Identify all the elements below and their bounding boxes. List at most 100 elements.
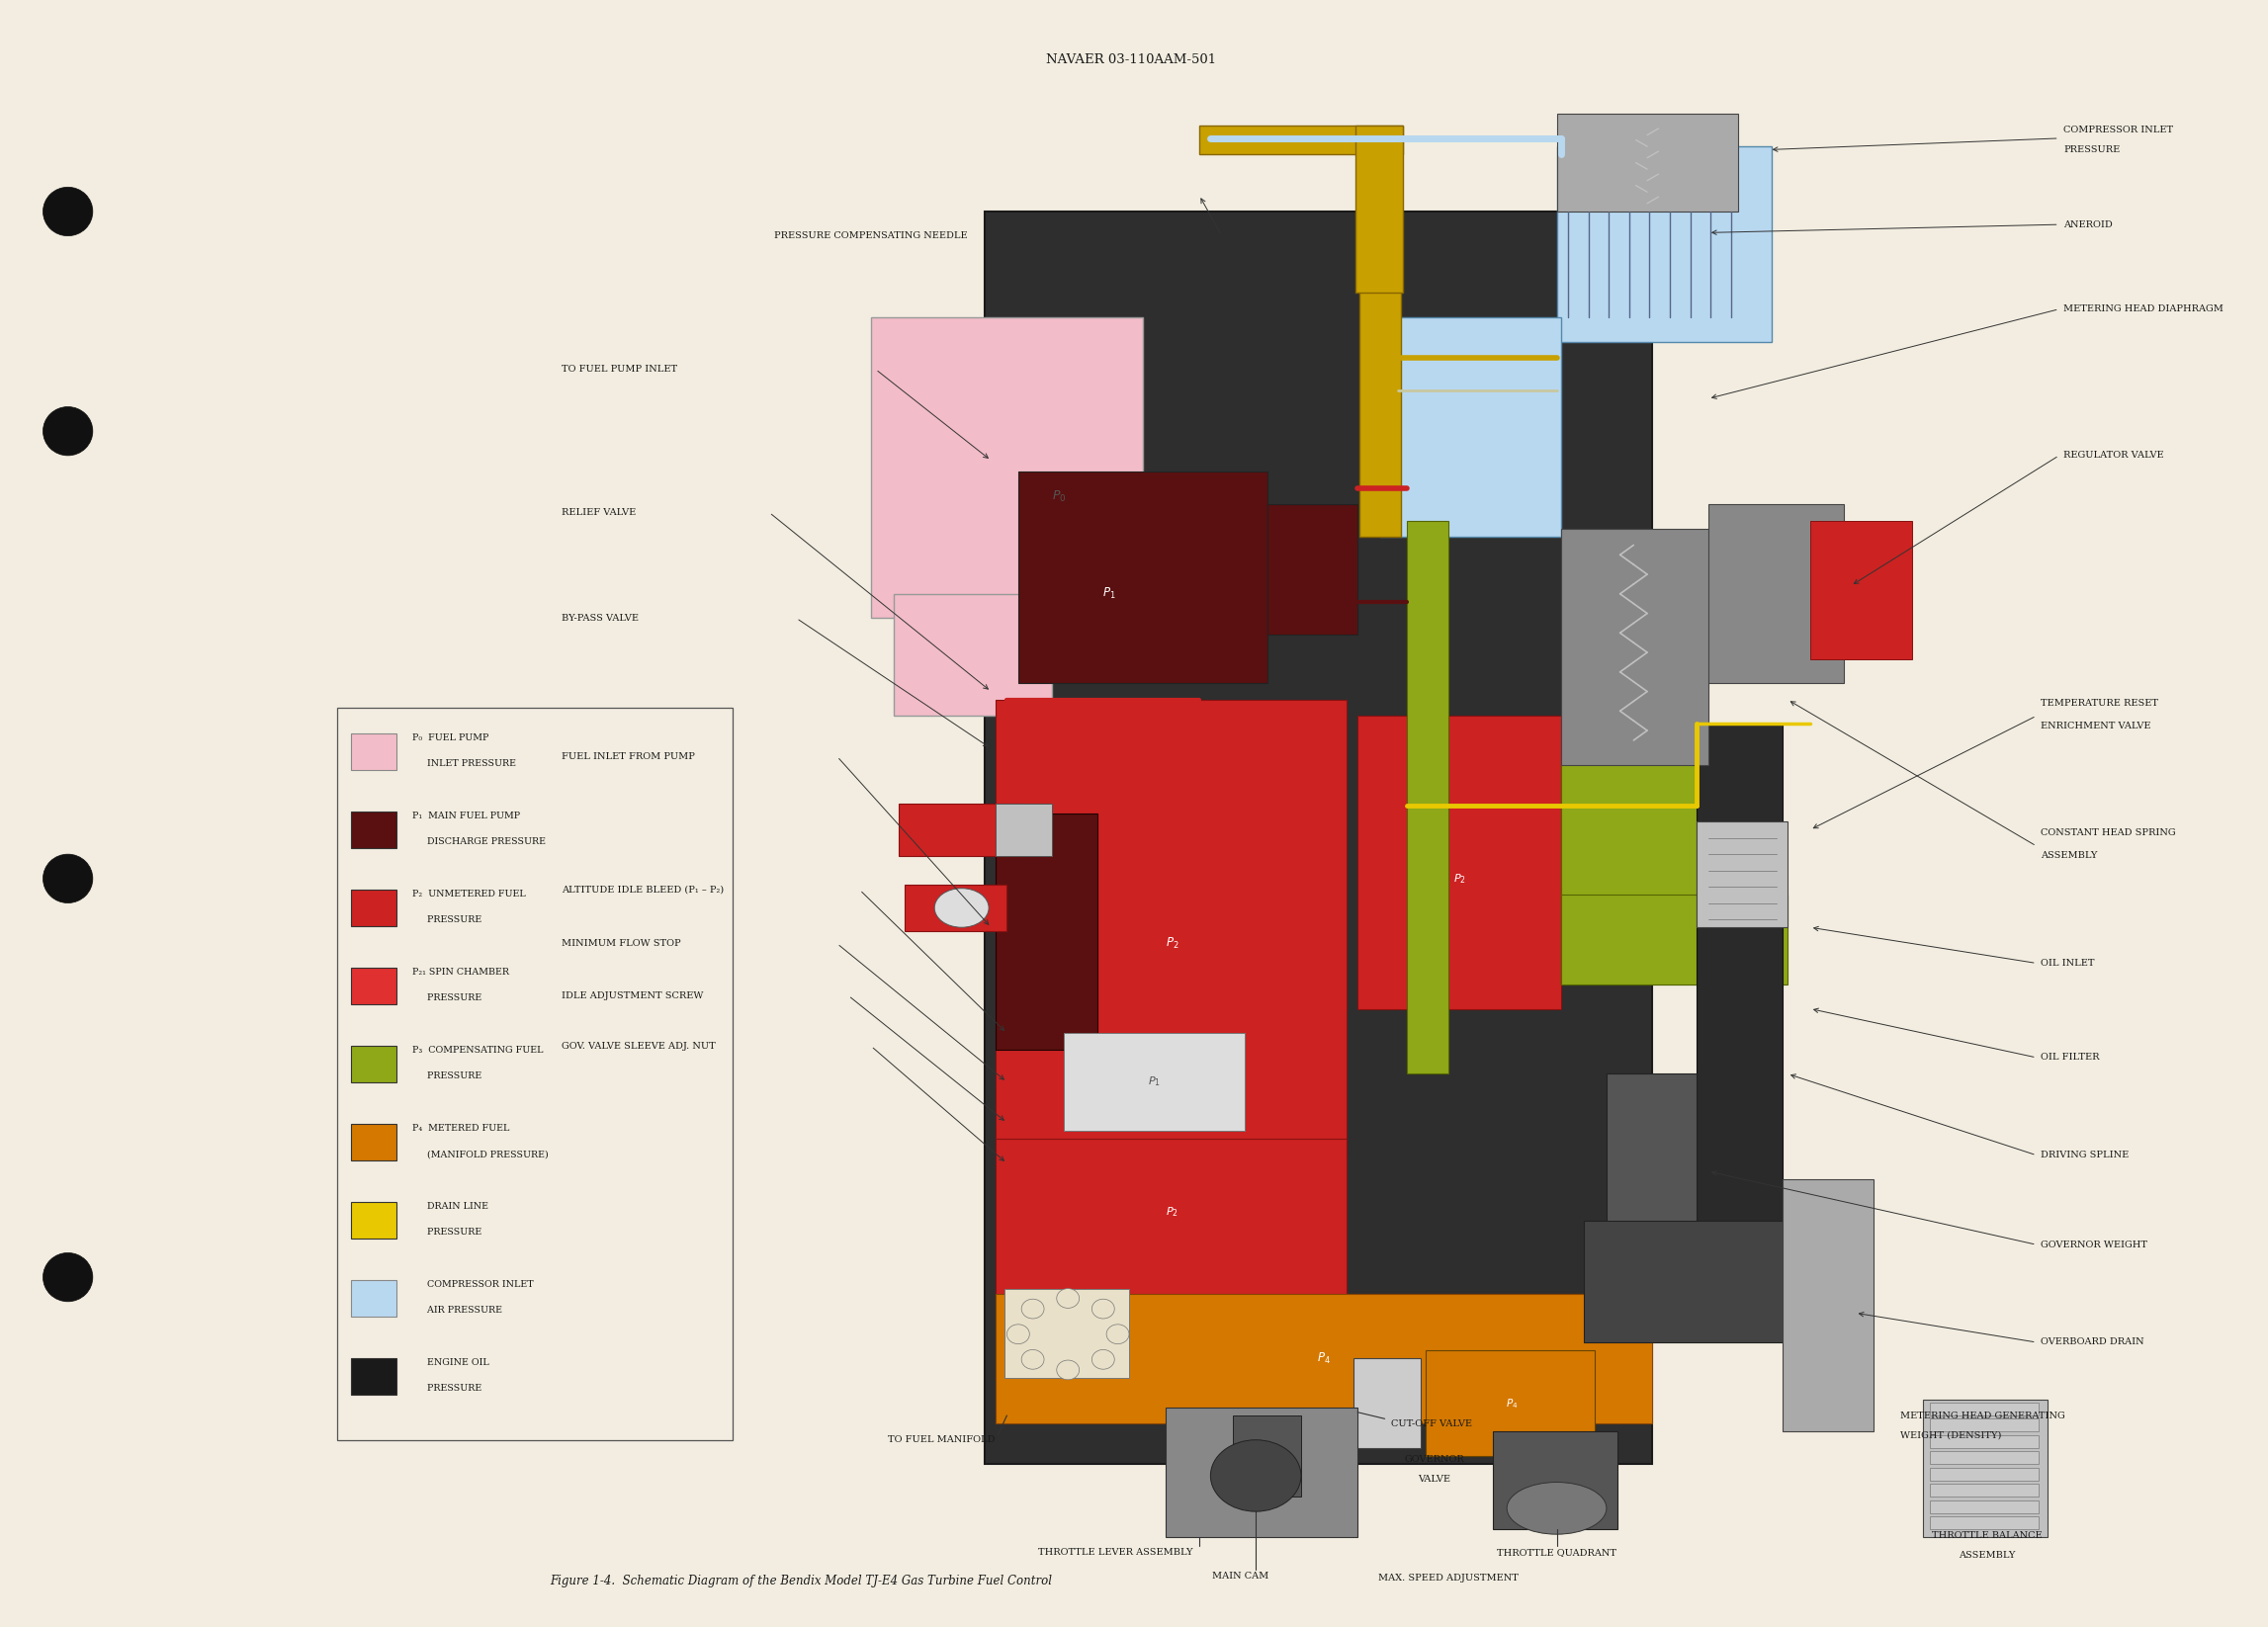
Ellipse shape (1107, 1324, 1129, 1344)
Text: WEIGHT (DENSITY): WEIGHT (DENSITY) (1901, 1430, 2003, 1440)
Bar (338, 708, 733, 1440)
Bar (898, 804, 1023, 856)
Text: THROTTLE BALANCE: THROTTLE BALANCE (1932, 1531, 2041, 1541)
Bar (1200, 125, 1404, 155)
Text: ENRICHMENT VALVE: ENRICHMENT VALVE (2041, 721, 2150, 731)
Text: METERING HEAD DIAPHRAGM: METERING HEAD DIAPHRAGM (2064, 304, 2223, 314)
Text: THROTTLE QUADRANT: THROTTLE QUADRANT (1497, 1547, 1617, 1557)
Bar (1606, 1074, 1696, 1228)
Bar (1492, 1432, 1617, 1529)
Ellipse shape (1057, 1289, 1080, 1308)
Bar (1381, 317, 1560, 537)
Ellipse shape (1091, 1350, 1114, 1370)
Text: THROTTLE LEVER ASSEMBLY: THROTTLE LEVER ASSEMBLY (1039, 1547, 1193, 1557)
Ellipse shape (43, 407, 93, 456)
Bar (352, 1280, 397, 1316)
Text: NAVAER 03-110AAM-501: NAVAER 03-110AAM-501 (1046, 54, 1216, 67)
Bar (1268, 504, 1359, 635)
Bar (1427, 1350, 1594, 1456)
Text: AIR PRESSURE: AIR PRESSURE (413, 1306, 501, 1315)
Text: COMPRESSOR INLET: COMPRESSOR INLET (413, 1280, 533, 1289)
Text: BY-PASS VALVE: BY-PASS VALVE (560, 613, 637, 623)
Text: P₂  UNMETERED FUEL: P₂ UNMETERED FUEL (413, 890, 526, 898)
Text: COMPRESSOR INLET: COMPRESSOR INLET (2064, 125, 2173, 135)
Text: IDLE ADJUSTMENT SCREW: IDLE ADJUSTMENT SCREW (560, 991, 703, 1001)
Bar (1556, 146, 1771, 342)
Bar (1783, 1180, 1873, 1432)
Text: $P_2$: $P_2$ (1454, 872, 1465, 885)
Text: GOVERNOR WEIGHT: GOVERNOR WEIGHT (2041, 1240, 2148, 1250)
Text: $P_2$: $P_2$ (1166, 1206, 1179, 1219)
Text: CUT-OFF VALVE: CUT-OFF VALVE (1393, 1419, 1472, 1429)
Bar (1361, 130, 1402, 537)
Ellipse shape (1091, 1298, 1114, 1318)
Bar (352, 1202, 397, 1238)
Bar (996, 700, 1347, 1155)
Bar (352, 1359, 397, 1394)
Text: DRIVING SPLINE: DRIVING SPLINE (2041, 1150, 2130, 1160)
Bar (1356, 125, 1404, 293)
Bar (1930, 1402, 2039, 1415)
Ellipse shape (1007, 1324, 1030, 1344)
Text: TO FUEL MANIFOLD: TO FUEL MANIFOLD (889, 1435, 996, 1445)
Bar (1005, 1289, 1129, 1378)
Text: CONSTANT HEAD SPRING: CONSTANT HEAD SPRING (2041, 828, 2175, 838)
Text: P₁  MAIN FUEL PUMP: P₁ MAIN FUEL PUMP (413, 812, 519, 820)
Text: FUEL INLET FROM PUMP: FUEL INLET FROM PUMP (560, 752, 694, 761)
Text: MINIMUM FLOW STOP: MINIMUM FLOW STOP (560, 939, 680, 949)
Text: P₂₁ SPIN CHAMBER: P₂₁ SPIN CHAMBER (413, 968, 508, 976)
Text: TEMPERATURE RESET: TEMPERATURE RESET (2041, 698, 2159, 708)
Bar (1560, 757, 1708, 984)
Text: GOV. VALVE SLEEVE ADJ. NUT: GOV. VALVE SLEEVE ADJ. NUT (560, 1041, 714, 1051)
Bar (1930, 1419, 2039, 1432)
Text: OIL FILTER: OIL FILTER (2041, 1053, 2100, 1062)
Bar (1234, 1415, 1302, 1497)
Bar (996, 804, 1052, 856)
Bar (1930, 1451, 2039, 1464)
Bar (894, 594, 1052, 716)
Bar (871, 317, 1143, 618)
Bar (1354, 1359, 1422, 1448)
Text: OVERBOARD DRAIN: OVERBOARD DRAIN (2041, 1337, 2143, 1347)
Text: $P_4$: $P_4$ (1318, 1350, 1331, 1367)
Text: DISCHARGE PRESSURE: DISCHARGE PRESSURE (413, 838, 544, 846)
Text: REGULATOR VALVE: REGULATOR VALVE (2064, 451, 2164, 460)
Bar (996, 814, 1098, 1049)
Bar (352, 890, 397, 926)
Ellipse shape (1021, 1298, 1043, 1318)
Text: GOVERNOR: GOVERNOR (1404, 1455, 1465, 1464)
Ellipse shape (43, 854, 93, 903)
Bar (1359, 716, 1560, 1009)
Text: METERING HEAD GENERATING: METERING HEAD GENERATING (1901, 1411, 2066, 1420)
Ellipse shape (1021, 1350, 1043, 1370)
Text: $P_1$: $P_1$ (1148, 1075, 1161, 1088)
Ellipse shape (1211, 1440, 1302, 1511)
Bar (352, 734, 397, 770)
Text: INLET PRESSURE: INLET PRESSURE (413, 760, 515, 768)
Bar (352, 1046, 397, 1082)
Bar (1408, 521, 1447, 1074)
Text: $P_0$: $P_0$ (1052, 488, 1066, 504)
Bar (984, 212, 1651, 1464)
Bar (1556, 114, 1737, 212)
Text: $P_2$: $P_2$ (1166, 936, 1179, 952)
Bar (996, 1139, 1347, 1302)
Text: PRESSURE: PRESSURE (413, 994, 481, 1002)
Bar (1930, 1435, 2039, 1448)
Bar (352, 812, 397, 848)
Text: OIL INLET: OIL INLET (2041, 958, 2096, 968)
Text: MAIN CAM: MAIN CAM (1211, 1572, 1268, 1581)
Bar (996, 1293, 1651, 1424)
Text: ANEROID: ANEROID (2064, 220, 2114, 229)
Bar (1560, 895, 1787, 984)
Bar (1930, 1516, 2039, 1529)
Bar (1930, 1500, 2039, 1513)
Text: P₀  FUEL PUMP: P₀ FUEL PUMP (413, 734, 488, 742)
Bar (352, 968, 397, 1004)
Text: ASSEMBLY: ASSEMBLY (1957, 1551, 2014, 1560)
Bar (1018, 472, 1268, 683)
Text: (MANIFOLD PRESSURE): (MANIFOLD PRESSURE) (413, 1150, 549, 1158)
Bar (1064, 1033, 1245, 1131)
Text: PRESSURE COMPENSATING NEEDLE: PRESSURE COMPENSATING NEEDLE (773, 231, 966, 241)
Bar (1923, 1399, 2048, 1538)
